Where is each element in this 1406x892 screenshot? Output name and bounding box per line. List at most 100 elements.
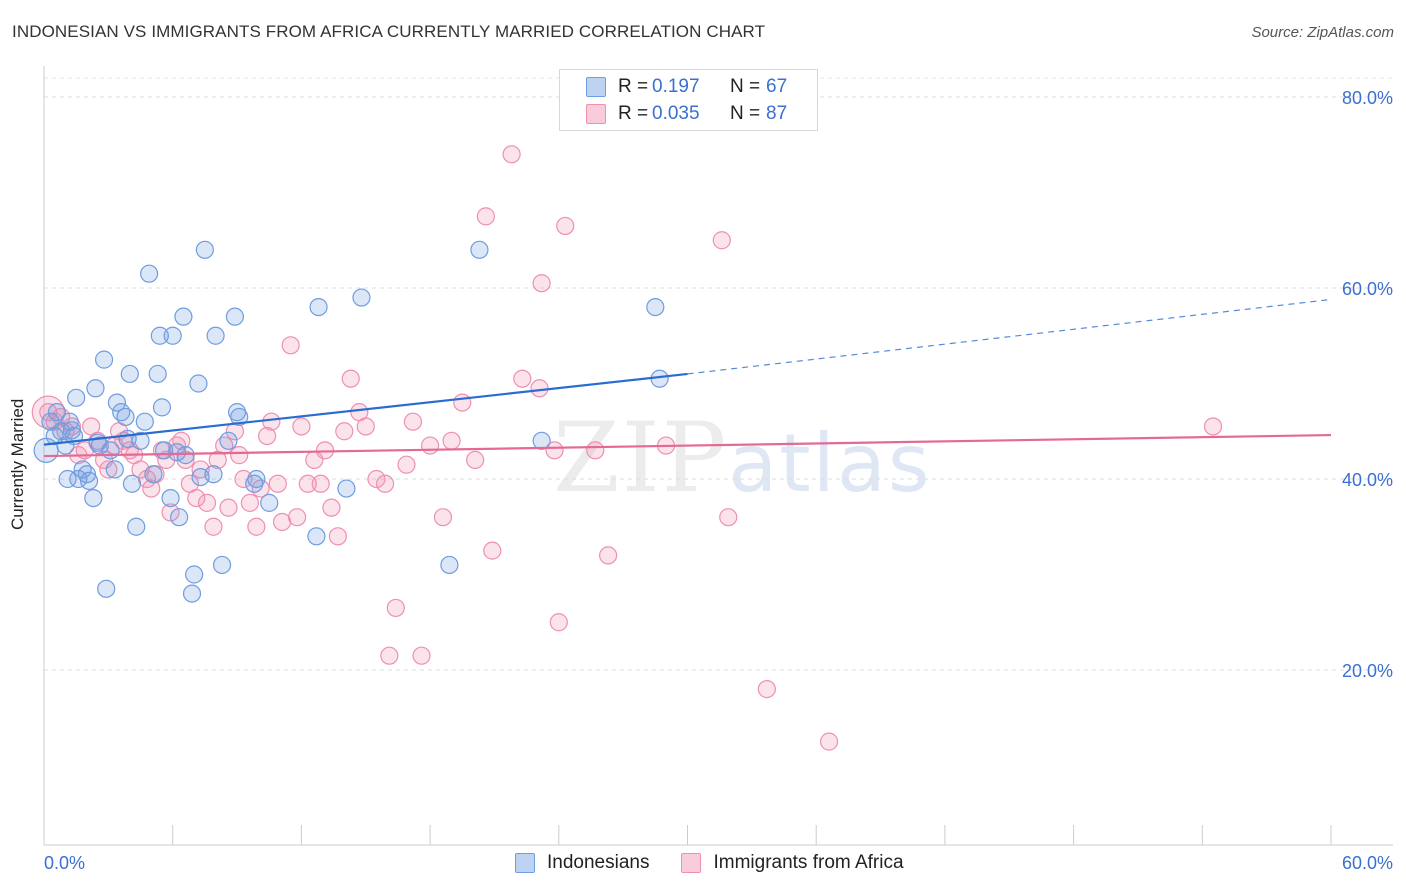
legend-label-immigrants: Immigrants from Africa xyxy=(713,852,904,873)
y-tick-label: 80.0% xyxy=(1342,88,1393,108)
data-point-immigrants xyxy=(341,369,360,388)
x-tick-label: 60.0% xyxy=(1342,853,1393,873)
data-point-indonesians xyxy=(140,264,159,283)
legend-r-value: 0.197 xyxy=(652,76,700,97)
data-point-indonesians xyxy=(33,437,59,463)
data-point-indonesians xyxy=(118,429,137,448)
data-point-indonesians xyxy=(58,469,77,489)
legend-swatch-pink xyxy=(681,853,702,873)
data-point-immigrants xyxy=(513,369,532,388)
data-point-immigrants xyxy=(586,441,605,460)
series-indonesians-points xyxy=(33,240,669,603)
data-point-indonesians xyxy=(107,393,127,412)
data-point-immigrants xyxy=(99,460,118,479)
data-point-immigrants xyxy=(187,489,206,508)
data-point-indonesians xyxy=(144,465,163,484)
data-point-indonesians xyxy=(185,565,204,584)
data-point-immigrants xyxy=(453,393,472,412)
data-point-indonesians xyxy=(77,465,97,484)
data-point-immigrants xyxy=(483,541,502,560)
data-point-immigrants xyxy=(142,479,161,498)
data-point-immigrants xyxy=(204,517,223,536)
y-tick-label: 40.0% xyxy=(1342,470,1393,490)
data-point-indonesians xyxy=(47,403,66,422)
data-point-indonesians xyxy=(152,398,172,417)
data-point-immigrants xyxy=(442,431,461,450)
data-point-immigrants xyxy=(757,679,776,699)
data-point-indonesians xyxy=(62,421,81,440)
data-point-immigrants xyxy=(599,546,618,565)
data-point-indonesians xyxy=(212,555,232,575)
data-point-immigrants xyxy=(367,469,386,489)
data-point-immigrants xyxy=(356,417,375,436)
data-point-immigrants xyxy=(161,503,180,522)
data-point-indonesians xyxy=(161,489,180,508)
data-point-indonesians xyxy=(163,326,182,345)
data-point-immigrants xyxy=(230,446,249,465)
data-point-indonesians xyxy=(225,307,245,326)
data-point-indonesians xyxy=(470,240,489,259)
data-point-immigrants xyxy=(335,422,354,441)
y-axis-label: Currently Married xyxy=(8,398,27,530)
data-point-indonesians xyxy=(260,493,279,512)
data-point-immigrants xyxy=(532,274,551,293)
data-point-indonesians xyxy=(84,489,103,508)
x-tick-label: 0.0% xyxy=(44,853,85,873)
watermark-zip: ZIP xyxy=(553,402,729,514)
legend-row-indonesians: R = 0.197 N = 67 xyxy=(586,75,787,99)
data-point-immigrants xyxy=(311,474,330,493)
legend-label-indonesians: Indonesians xyxy=(547,852,650,873)
data-point-immigrants xyxy=(281,336,300,355)
tick-labels: 20.0% 40.0% 60.0% 80.0% 0.0% 60.0% xyxy=(44,88,1393,873)
legend-swatch-blue xyxy=(586,77,606,97)
stats-legend: R = 0.197 N = 67 R = 0.035 N = 87 xyxy=(559,69,818,131)
y-tick-label: 20.0% xyxy=(1342,661,1393,681)
data-point-immigrants xyxy=(403,412,423,431)
legend-item-immigrants[interactable]: Immigrants from Africa xyxy=(681,852,904,874)
data-point-indonesians xyxy=(67,388,86,407)
data-point-immigrants xyxy=(268,474,287,493)
legend-swatch-pink xyxy=(586,104,606,124)
data-point-immigrants xyxy=(197,493,217,512)
source-credit: Source: ZipAtlas.com xyxy=(1251,24,1394,41)
legend-item-indonesians[interactable]: Indonesians xyxy=(515,852,649,874)
data-point-immigrants xyxy=(322,498,341,517)
data-point-immigrants xyxy=(556,216,575,236)
y-tick-label: 60.0% xyxy=(1342,279,1393,299)
data-point-indonesians xyxy=(174,307,193,326)
data-point-indonesians xyxy=(116,407,135,427)
data-point-indonesians xyxy=(309,298,328,317)
data-point-indonesians xyxy=(88,433,107,452)
data-point-indonesians xyxy=(94,350,114,369)
data-point-indonesians xyxy=(167,443,187,462)
data-point-indonesians xyxy=(127,517,146,536)
data-point-immigrants xyxy=(240,493,260,512)
legend-n-value: 67 xyxy=(766,76,788,97)
data-point-immigrants xyxy=(412,646,431,665)
data-point-immigrants xyxy=(712,231,731,250)
data-point-indonesians xyxy=(247,469,266,489)
trend-line-indonesians xyxy=(43,372,688,446)
data-point-indonesians xyxy=(189,374,208,393)
data-point-immigrants xyxy=(257,426,277,446)
data-point-indonesians xyxy=(148,364,167,384)
data-point-indonesians xyxy=(195,240,214,259)
data-point-indonesians xyxy=(532,431,551,450)
legend-row-immigrants: R = 0.035 N = 87 xyxy=(586,102,787,126)
data-point-indonesians xyxy=(206,326,225,345)
watermark: ZIPatlas xyxy=(553,402,932,514)
data-point-indonesians xyxy=(120,364,139,384)
trend-lines xyxy=(43,298,1332,458)
grid-lines xyxy=(44,77,1393,671)
legend-n-value: 87 xyxy=(766,103,788,124)
trend-line-indonesians-extension xyxy=(687,298,1332,375)
data-point-immigrants xyxy=(397,455,416,474)
data-point-indonesians xyxy=(122,474,142,493)
data-point-indonesians xyxy=(135,412,154,431)
data-point-indonesians xyxy=(105,460,124,479)
legend-r-value: 0.035 xyxy=(652,103,700,124)
chart-title: INDONESIAN VS IMMIGRANTS FROM AFRICA CUR… xyxy=(12,22,766,41)
data-point-indonesians xyxy=(646,298,665,317)
data-point-indonesians xyxy=(230,407,249,427)
data-point-immigrants xyxy=(719,508,738,527)
